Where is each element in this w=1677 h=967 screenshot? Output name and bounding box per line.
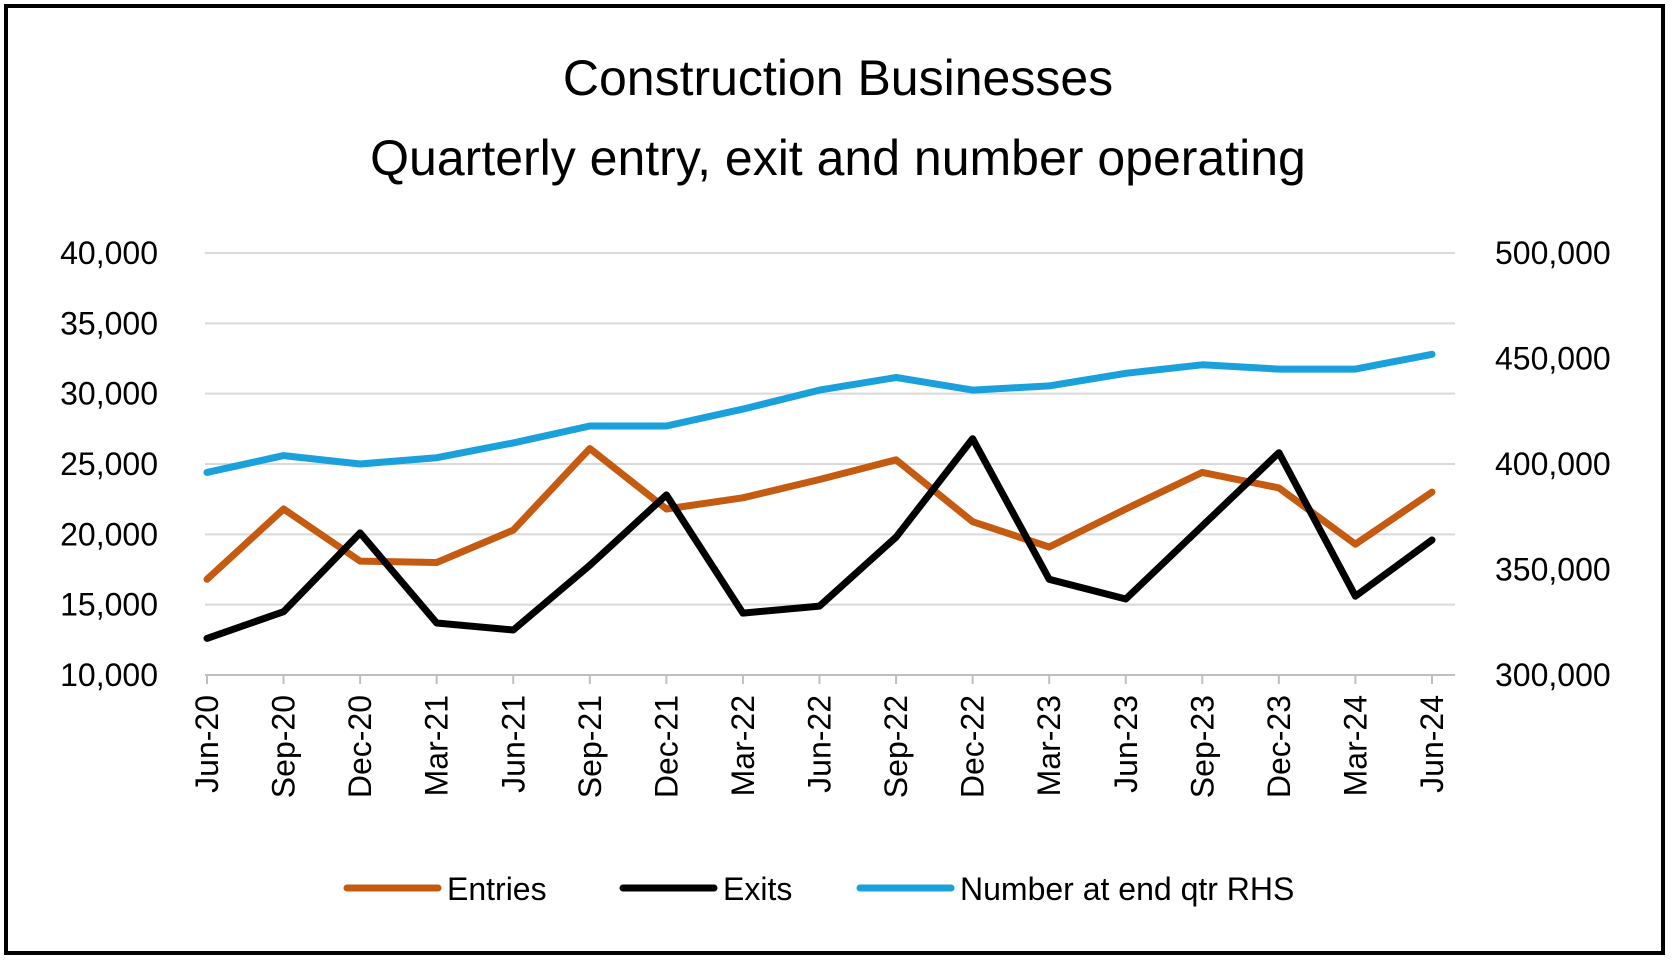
x-tick-label: Sep-20	[266, 695, 302, 798]
legend-label: Entries	[447, 871, 547, 907]
gridlines	[205, 252, 1455, 676]
chart-title-line-2: Quarterly entry, exit and number operati…	[370, 130, 1306, 186]
series-line-entries	[203, 445, 1436, 583]
left-tick-label: 40,000	[60, 235, 158, 271]
right-tick-label: 500,000	[1495, 235, 1611, 271]
x-tick-label: Mar-21	[419, 695, 455, 796]
series-lines	[203, 350, 1436, 642]
x-tick-label: Dec-20	[342, 695, 378, 798]
x-tick-label: Jun-24	[1414, 695, 1450, 793]
chart-title-line-1: Construction Businesses	[563, 50, 1113, 106]
left-tick-label: 35,000	[60, 305, 158, 341]
left-tick-label: 20,000	[60, 516, 158, 552]
right-tick-label: 350,000	[1495, 552, 1611, 588]
series-line-exits	[203, 435, 1436, 642]
x-tick-label: Dec-23	[1261, 695, 1297, 798]
left-tick-label: 15,000	[60, 587, 158, 623]
x-tick-label: Sep-21	[572, 695, 608, 798]
x-tick-label: Mar-24	[1337, 695, 1373, 796]
x-tick-label: Jun-21	[495, 695, 531, 793]
left-axis-ticks: 10,000 15,000 20,000 25,000 30,000 35,000 40,0…	[60, 235, 158, 693]
legend-label: Number at end qtr RHS	[960, 871, 1294, 907]
left-tick-label: 30,000	[60, 376, 158, 412]
right-tick-label: 300,000	[1495, 657, 1611, 693]
x-tick-label: Dec-22	[955, 695, 991, 798]
left-tick-label: 25,000	[60, 446, 158, 482]
legend-label: Exits	[723, 871, 792, 907]
left-tick-label: 10,000	[60, 657, 158, 693]
x-tick-label: Sep-23	[1184, 695, 1220, 798]
series-line-number-at-end-qtr-rhs	[203, 350, 1436, 476]
right-tick-label: 450,000	[1495, 341, 1611, 377]
legend: Entries Exits Number at end qtr RHS	[343, 871, 1294, 907]
x-tick-label: Mar-22	[725, 695, 761, 796]
x-tick-label: Jun-20	[189, 695, 225, 793]
right-axis-ticks: 300,000 350,000 400,000 450,000 500,000	[1495, 235, 1611, 693]
x-tick-label: Sep-22	[878, 695, 914, 798]
right-tick-label: 400,000	[1495, 446, 1611, 482]
x-tick-label: Jun-22	[802, 695, 838, 793]
chart-frame	[4, 4, 1665, 955]
x-tick-label: Dec-21	[648, 695, 684, 798]
x-axis-ticks: Jun-20 Sep-20 Dec-20 Mar-21 Jun-21 Sep-21 Dec-…	[189, 675, 1450, 798]
x-tick-label: Mar-23	[1031, 695, 1067, 796]
x-tick-label: Jun-23	[1108, 695, 1144, 793]
